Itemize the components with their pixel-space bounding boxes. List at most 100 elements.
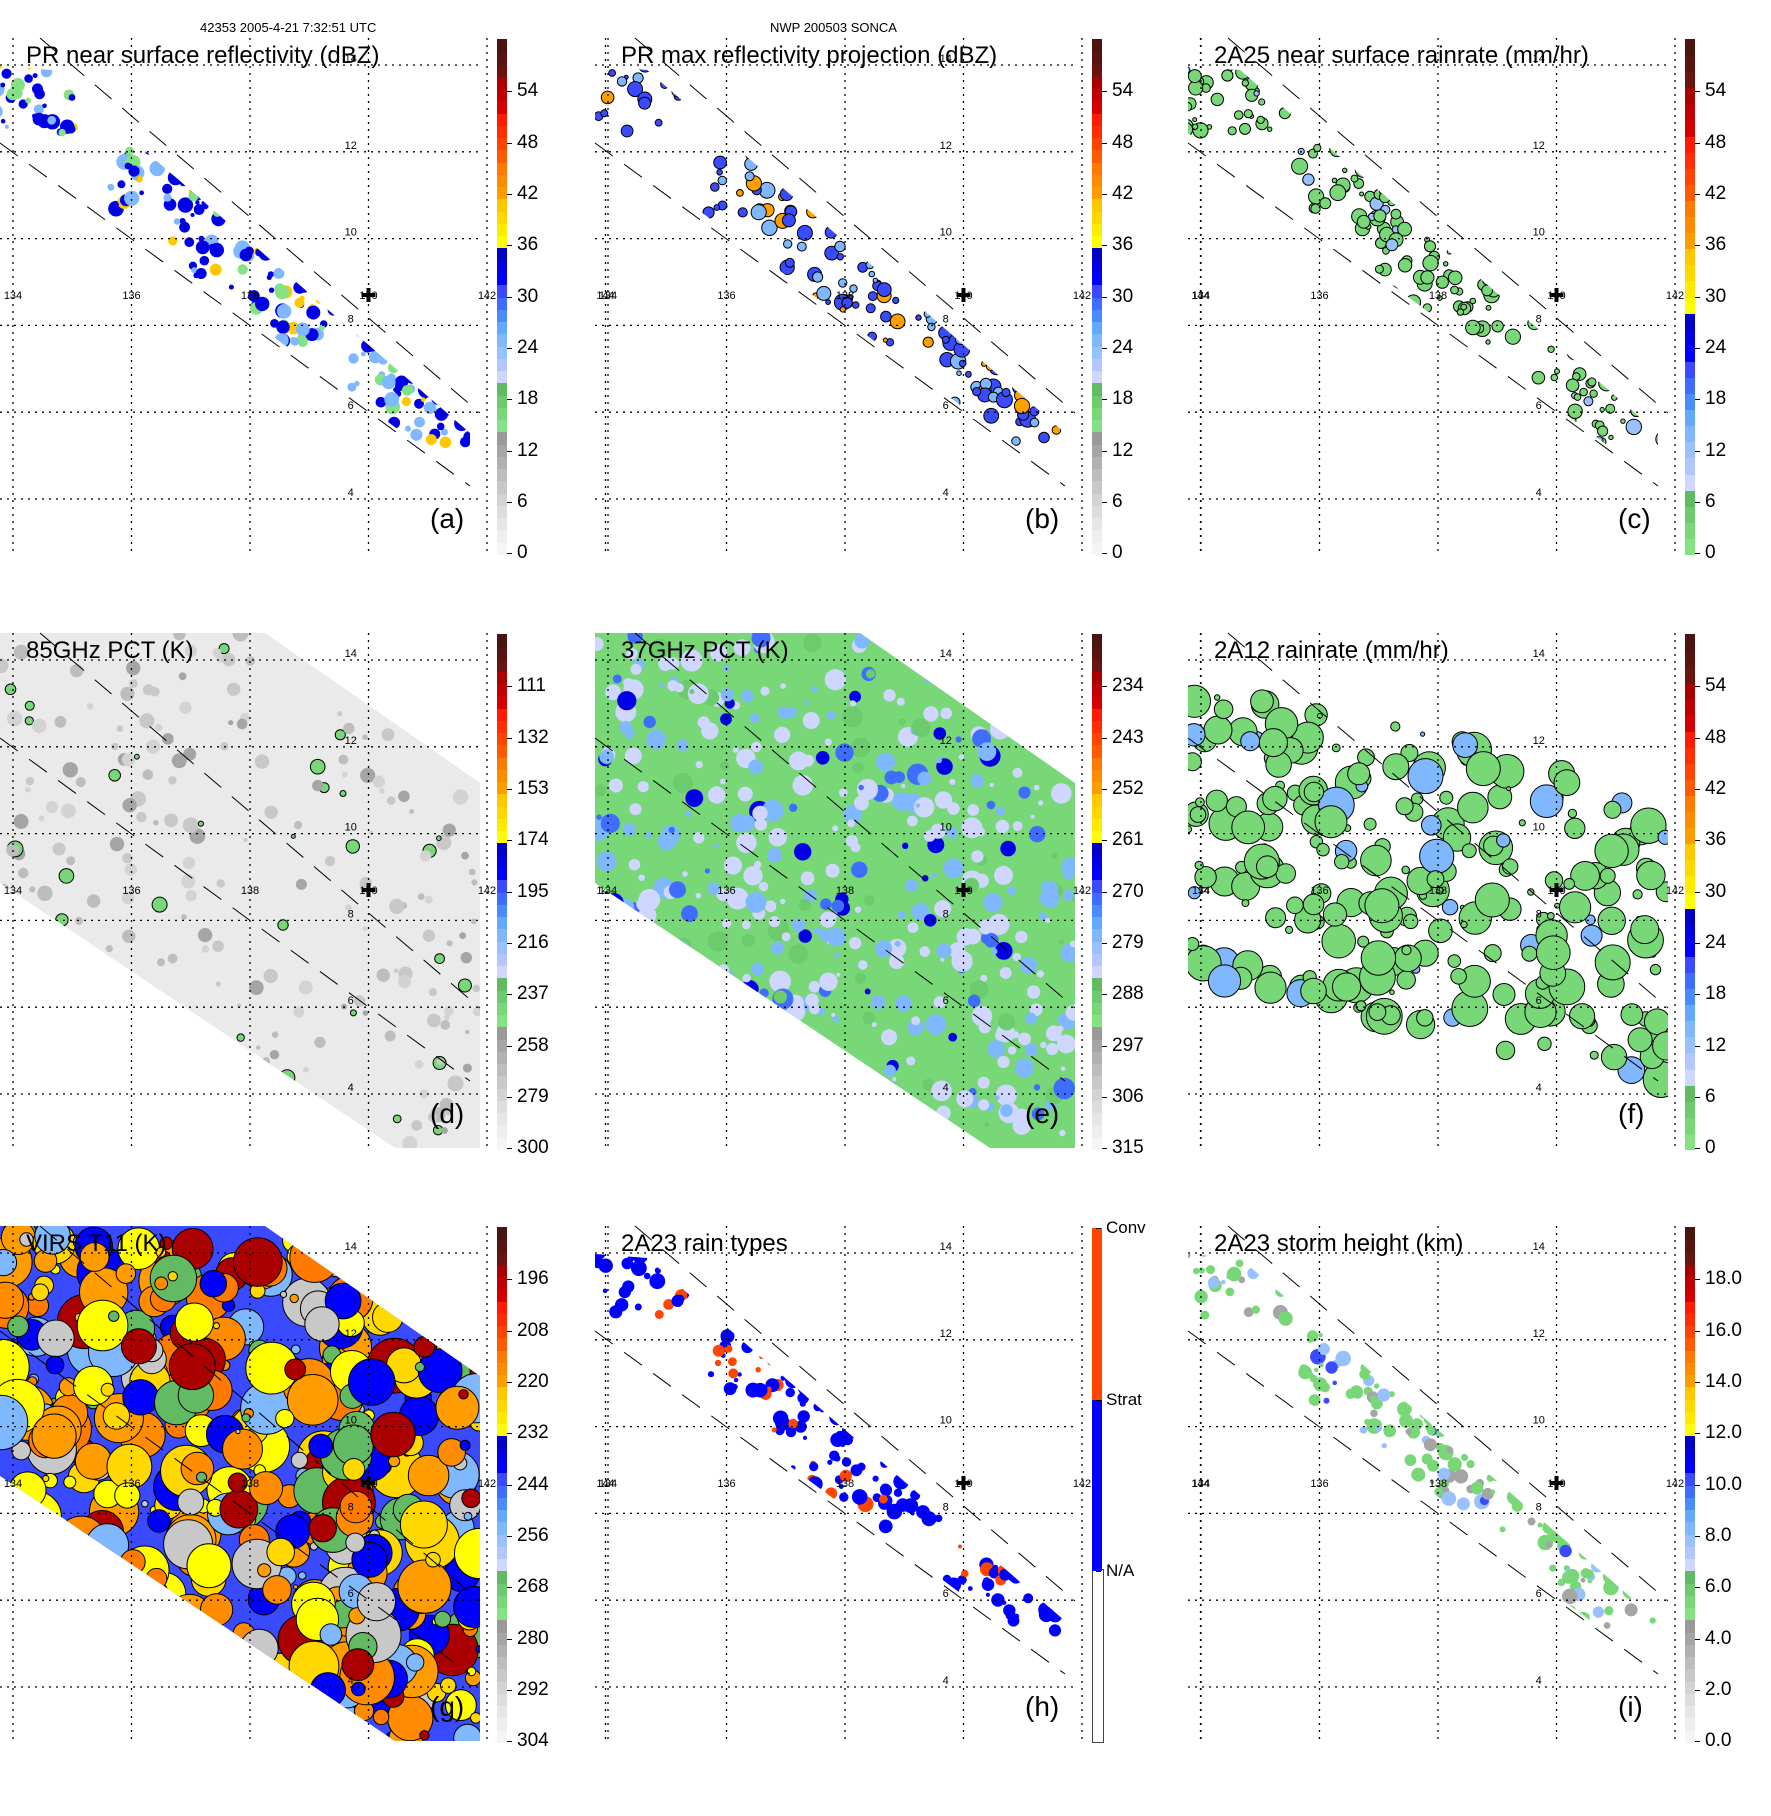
- lat-tick-label: 8: [943, 1501, 949, 1513]
- data-cell: [87, 1711, 111, 1735]
- data-cell: [1358, 1353, 1365, 1360]
- lat-tick-label: 4: [943, 1082, 949, 1094]
- data-cell: [181, 1722, 199, 1739]
- data-cell: [921, 1485, 930, 1493]
- data-cell: [298, 980, 313, 995]
- lat-tick-label: 12: [345, 735, 357, 747]
- swath-edge-line: [0, 142, 471, 487]
- colorbar-segment: [1092, 1399, 1102, 1572]
- data-cell: [867, 1414, 873, 1420]
- data-cell: [1566, 344, 1583, 361]
- data-cell: [992, 1564, 999, 1571]
- data-cell: [871, 995, 886, 1010]
- data-cell: [1067, 383, 1082, 398]
- data-cell: [1381, 1443, 1387, 1449]
- data-cell: [1539, 209, 1556, 225]
- data-cell: [1221, 69, 1234, 82]
- data-cell: [1332, 972, 1362, 1002]
- data-cell: [115, 1642, 141, 1669]
- colorbar-segment: [1092, 744, 1102, 758]
- data-cell: [744, 171, 755, 182]
- data-cell: [921, 1511, 935, 1525]
- data-cell: [1461, 843, 1477, 859]
- colorbar-segment: [1685, 1386, 1695, 1400]
- data-cell: [120, 1713, 130, 1722]
- data-cell: [936, 757, 942, 764]
- data-cell: [745, 892, 767, 913]
- data-cell: [784, 257, 795, 268]
- data-cell: [784, 155, 792, 163]
- colorbar-segment: [497, 940, 507, 954]
- data-cell: [276, 182, 284, 191]
- lat-tick-label: 12: [940, 735, 952, 747]
- colorbar-segment: [1092, 542, 1102, 555]
- data-cell: [619, 721, 633, 734]
- colorbar-segment: [497, 296, 507, 310]
- data-cell: [1361, 1372, 1371, 1381]
- data-cell: [816, 1054, 823, 1061]
- data-cell: [971, 303, 982, 314]
- data-cell: [608, 778, 623, 793]
- data-cell: [213, 208, 222, 217]
- data-cell: [54, 1546, 94, 1586]
- data-cell: [936, 1105, 951, 1121]
- colorbar-segment: [497, 1497, 507, 1511]
- data-cell: [788, 1418, 798, 1429]
- data-cell: [1378, 191, 1392, 204]
- colorbar-segment: [497, 695, 507, 709]
- data-cell: [831, 911, 838, 919]
- colorbar-segment: [497, 953, 507, 967]
- data-cell: [967, 331, 975, 338]
- data-cell: [114, 974, 131, 990]
- lon-tick-label: 142: [478, 1478, 496, 1490]
- data-cell: [1579, 387, 1588, 397]
- data-cell: [326, 1130, 335, 1140]
- data-cell: [989, 782, 994, 788]
- data-cell: [1452, 205, 1464, 216]
- data-cell: [296, 1704, 340, 1741]
- data-cell: [1300, 977, 1327, 1005]
- colorbar-segment: [497, 1288, 507, 1302]
- data-cell: [1617, 1533, 1624, 1541]
- data-cell: [442, 353, 456, 367]
- data-cell: [96, 1114, 109, 1127]
- data-cell: [419, 850, 432, 862]
- data-cell: [862, 1382, 875, 1395]
- data-cell: [1015, 1520, 1025, 1530]
- data-cell: [746, 1081, 758, 1093]
- data-cell: [732, 746, 739, 753]
- data-cell: [1554, 368, 1560, 375]
- colorbar-segment: [1092, 757, 1102, 770]
- data-cell: [1382, 1497, 1389, 1504]
- lon-tick-label: 144: [596, 290, 614, 302]
- data-cell: [1537, 207, 1547, 217]
- data-cell: [242, 180, 247, 186]
- data-cell: [597, 931, 609, 943]
- data-cell: [788, 944, 809, 964]
- data-cell: [883, 194, 892, 203]
- data-cell: [1567, 808, 1578, 819]
- lat-tick-label: 6: [1536, 1588, 1542, 1600]
- data-cell: [1402, 160, 1412, 170]
- data-cell: [284, 197, 289, 202]
- data-cell: [1478, 186, 1491, 199]
- lat-tick-label: 8: [1536, 908, 1542, 920]
- data-cell: [271, 1031, 279, 1038]
- data-cell: [1029, 406, 1040, 417]
- colorbar-segment: [1685, 1730, 1695, 1743]
- data-cell: [1188, 69, 1202, 84]
- data-cell: [1256, 855, 1279, 878]
- data-cell: [1622, 1584, 1637, 1599]
- lat-tick-label: 10: [345, 1415, 357, 1427]
- data-cell: [1611, 394, 1618, 401]
- data-cell: [269, 1050, 280, 1060]
- data-cell: [925, 1456, 936, 1468]
- data-cell: [911, 718, 931, 737]
- colorbar-segment: [497, 1337, 507, 1351]
- data-cell: [1511, 1389, 1521, 1399]
- data-cell: [1359, 191, 1365, 197]
- data-cell: [282, 247, 298, 263]
- data-cell: [411, 1120, 423, 1131]
- colorbar-tick-label: 0: [507, 542, 528, 564]
- data-cell: [139, 190, 145, 196]
